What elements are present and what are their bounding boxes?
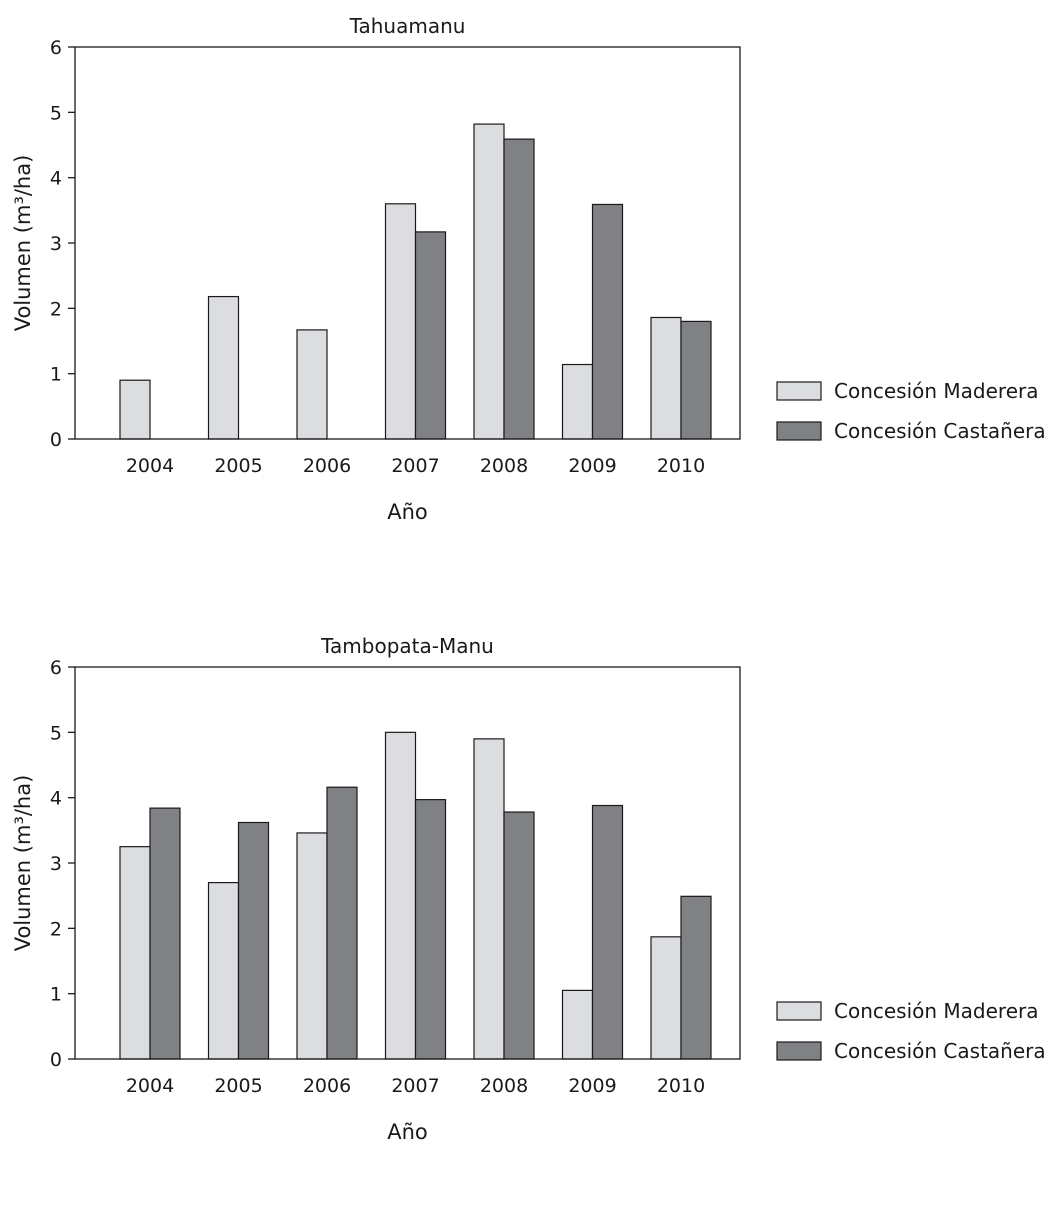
bar-castanera-2004 bbox=[149, 807, 181, 1060]
y-tick-label: 0 bbox=[50, 1049, 62, 1071]
x-tick-label: 2005 bbox=[214, 455, 262, 477]
x-tick-label: 2008 bbox=[480, 455, 528, 477]
x-tick-label: 2005 bbox=[214, 1075, 262, 1097]
bar-castanera-2009 bbox=[591, 203, 624, 440]
bar-maderera-2007 bbox=[384, 731, 417, 1060]
bar-maderera-2007 bbox=[384, 203, 417, 440]
legend-label-maderera: Concesión Maderera bbox=[834, 999, 1039, 1023]
bar-maderera-2004 bbox=[119, 379, 151, 440]
x-tick-label: 2008 bbox=[480, 1075, 528, 1097]
chart-svg-tambopata-manu: Tambopata-Manu 0 1 2 3 4 5 6 2004 2005 2006 2007 200… bbox=[11, 634, 1046, 1144]
y-tick-label: 4 bbox=[50, 168, 62, 190]
x-tick-label: 2007 bbox=[391, 1075, 439, 1097]
bar-castanera-2007 bbox=[414, 231, 447, 440]
y-tick-label: 1 bbox=[50, 984, 62, 1006]
x-axis-label: Año bbox=[387, 500, 428, 524]
bar-castanera-2010 bbox=[680, 320, 712, 440]
legend-swatch-maderera bbox=[776, 381, 822, 401]
y-tick-label: 1 bbox=[50, 364, 62, 386]
bar-maderera-2004 bbox=[119, 846, 151, 1060]
y-tick-label: 0 bbox=[50, 429, 62, 451]
chart-svg-tahuamanu: Tahuamanu 0 1 2 3 4 5 6 2004 2005 2006 2007 2008 2009… bbox=[11, 14, 1046, 524]
chart-title: Tambopata-Manu bbox=[320, 634, 494, 658]
legend-label-maderera: Concesión Maderera bbox=[834, 379, 1039, 403]
legend-swatch-castanera bbox=[776, 421, 822, 441]
bar-castanera-2008 bbox=[503, 811, 535, 1060]
chart-tahuamanu: Tahuamanu 0 1 2 3 4 5 6 2004 2005 2006 2007 2008 2009… bbox=[0, 0, 1049, 560]
chart-tambopata-manu: Tambopata-Manu 0 1 2 3 4 5 6 2004 2005 2006 2007 200… bbox=[0, 620, 1049, 1180]
legend-swatch-maderera bbox=[776, 1001, 822, 1021]
chart-title: Tahuamanu bbox=[349, 14, 466, 38]
bar-maderera-2005 bbox=[207, 295, 240, 440]
legend-label-castanera: Concesión Castañera bbox=[834, 419, 1046, 443]
x-tick-label: 2004 bbox=[126, 455, 174, 477]
x-tick-label: 2006 bbox=[303, 1075, 351, 1097]
x-tick-label: 2009 bbox=[568, 455, 616, 477]
y-tick-label: 6 bbox=[50, 37, 62, 59]
y-axis-label: Volumen (m³/ha) bbox=[11, 775, 35, 952]
y-tick-label: 3 bbox=[50, 853, 62, 875]
x-tick-label: 2009 bbox=[568, 1075, 616, 1097]
y-axis-label: Volumen (m³/ha) bbox=[11, 155, 35, 332]
bar-maderera-2006 bbox=[296, 329, 328, 440]
x-tick-label: 2010 bbox=[657, 455, 705, 477]
bar-castanera-2005 bbox=[237, 821, 270, 1060]
bar-maderera-2006 bbox=[296, 832, 328, 1060]
x-axis-label: Año bbox=[387, 1120, 428, 1144]
bar-castanera-2010 bbox=[680, 895, 712, 1060]
bar-maderera-2008 bbox=[473, 738, 505, 1060]
bar-maderera-2008 bbox=[473, 123, 505, 440]
bar-castanera-2008 bbox=[503, 138, 535, 440]
x-tick-label: 2007 bbox=[391, 455, 439, 477]
bar-castanera-2007 bbox=[414, 799, 447, 1060]
bar-maderera-2009 bbox=[561, 989, 594, 1060]
legend-label-castanera: Concesión Castañera bbox=[834, 1039, 1046, 1063]
bar-castanera-2009 bbox=[591, 804, 624, 1060]
y-tick-label: 5 bbox=[50, 722, 62, 744]
y-tick-label: 5 bbox=[50, 102, 62, 124]
y-tick-label: 3 bbox=[50, 233, 62, 255]
bar-maderera-2009 bbox=[561, 363, 594, 440]
bar-castanera-2006 bbox=[326, 786, 358, 1060]
bar-maderera-2005 bbox=[207, 882, 240, 1060]
y-tick-label: 2 bbox=[50, 918, 62, 940]
y-tick-label: 2 bbox=[50, 298, 62, 320]
x-tick-label: 2006 bbox=[303, 455, 351, 477]
x-tick-label: 2004 bbox=[126, 1075, 174, 1097]
bar-maderera-2010 bbox=[650, 936, 682, 1060]
y-tick-label: 4 bbox=[50, 788, 62, 810]
bar-maderera-2010 bbox=[650, 316, 682, 440]
legend-swatch-castanera bbox=[776, 1041, 822, 1061]
y-tick-label: 6 bbox=[50, 657, 62, 679]
x-tick-label: 2010 bbox=[657, 1075, 705, 1097]
